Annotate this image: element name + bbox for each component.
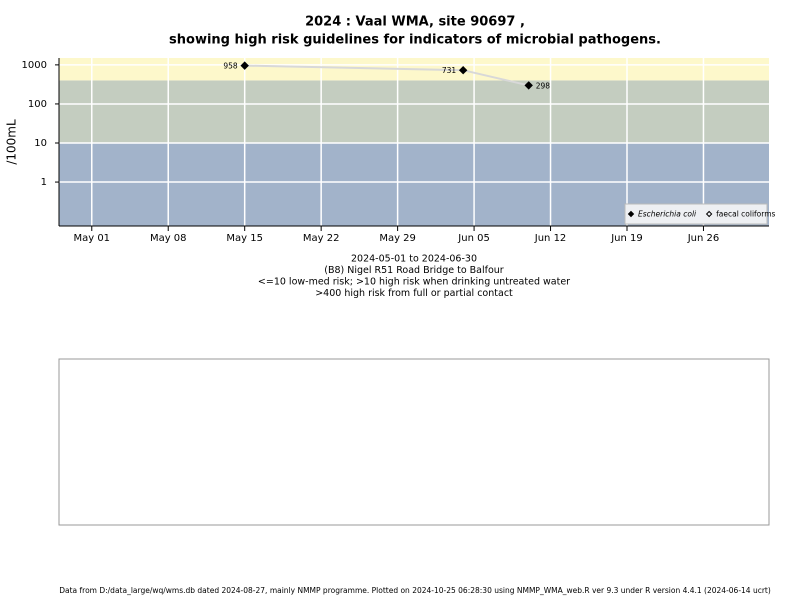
- note: <=10 low-med risk; >10 high risk when dr…: [258, 277, 570, 288]
- data-point: [458, 65, 468, 75]
- legend-label: Escherichia coli: [638, 210, 697, 219]
- legend-marker: [627, 210, 635, 218]
- empty-panel: [58, 358, 770, 526]
- x-tick-label: May 15: [226, 233, 263, 244]
- legend-box: [624, 203, 768, 225]
- x-tick-label: May 08: [150, 233, 187, 244]
- note: (B8) Nigel R51 Road Bridge to Balfour: [324, 265, 504, 276]
- y-tick-label: 10: [34, 138, 47, 149]
- x-tick-label: Jun 12: [534, 233, 567, 244]
- data-point: [524, 81, 533, 90]
- chart-subtitle: showing high risk guidelines for indicat…: [169, 33, 661, 48]
- chart-title: 2024 : Vaal WMA, site 90697 ,: [305, 15, 525, 30]
- x-tick-label: Jun 19: [610, 233, 643, 244]
- note: 2024-05-01 to 2024-06-30: [351, 254, 477, 265]
- x-tick-label: May 01: [73, 233, 110, 244]
- y-axis-label: /100mL: [5, 119, 19, 165]
- legend-label: faecal coliforms: [716, 210, 775, 219]
- x-tick-label: Jun 26: [687, 233, 720, 244]
- y-tick-label: 100: [28, 99, 47, 110]
- risk-band: [59, 80, 769, 143]
- value-label: 958: [223, 62, 238, 71]
- y-tick-label: 1: [41, 177, 47, 188]
- y-tick-label: 1000: [22, 60, 47, 71]
- legend-marker: [705, 210, 713, 218]
- value-label: 731: [442, 66, 457, 75]
- note: >400 high risk from full or partial cont…: [315, 288, 513, 299]
- value-label: 298: [536, 81, 551, 90]
- data-point: [240, 61, 249, 70]
- x-tick-label: Jun 05: [457, 233, 490, 244]
- x-tick-label: May 29: [379, 233, 416, 244]
- footer: Data from D:/data_large/wq/wms.db dated …: [59, 586, 771, 595]
- x-tick-label: May 22: [303, 233, 340, 244]
